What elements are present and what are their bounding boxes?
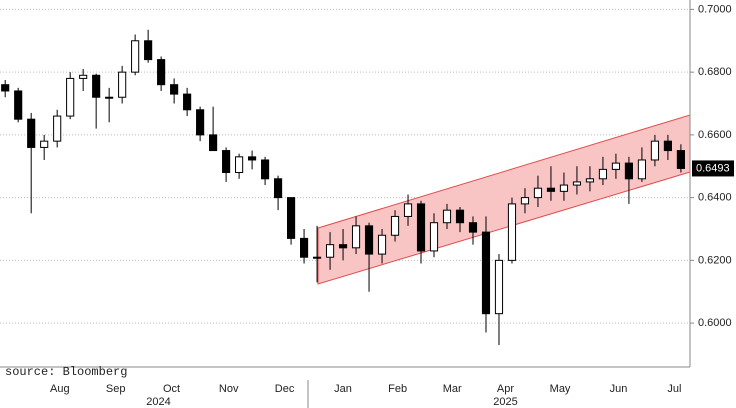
candle-body <box>481 231 491 315</box>
candle-body <box>390 215 400 236</box>
candle-body <box>14 90 23 120</box>
candle-body <box>507 203 517 261</box>
candle-body <box>455 209 465 224</box>
x-tick-label: Dec <box>275 383 295 395</box>
x-tick-label: Nov <box>219 383 239 395</box>
candle-body <box>170 84 179 95</box>
candle-body <box>235 156 244 174</box>
candle-body <box>66 77 75 117</box>
candle-body <box>248 156 257 161</box>
x-tick-label: May <box>550 383 571 395</box>
candle-body <box>572 181 582 186</box>
candle-body <box>222 150 231 174</box>
y-tick-label: 0.6800 <box>698 66 732 78</box>
x-tick-label: Jul <box>667 383 681 395</box>
last-price-label: 0.6493 <box>696 162 730 174</box>
candle-body <box>624 162 633 180</box>
x-tick-label: Sep <box>106 383 126 395</box>
candle-body <box>520 197 530 205</box>
candle-body <box>79 74 88 79</box>
candle-body <box>403 203 413 217</box>
candle-body <box>611 162 621 170</box>
candle-body <box>299 237 309 258</box>
y-tick-label: 0.6000 <box>698 317 732 329</box>
candle-body <box>261 159 270 180</box>
candle-body <box>663 140 672 152</box>
candle-body <box>416 203 426 252</box>
x-tick-label: Jan <box>334 383 352 395</box>
y-tick-label: 0.6600 <box>698 129 732 141</box>
candle-body <box>287 197 296 239</box>
x-tick-label: Mar <box>443 383 462 395</box>
candle-body <box>196 109 205 136</box>
candle-body <box>533 187 543 199</box>
candle-body <box>338 244 348 249</box>
candle-body <box>429 222 439 252</box>
candle-body <box>157 59 166 86</box>
candle-body <box>312 256 322 259</box>
candle-body <box>118 71 127 98</box>
trend-channel <box>317 114 691 285</box>
candle-body <box>546 187 556 192</box>
candle-body <box>598 168 608 180</box>
y-tick-label: 0.6200 <box>698 254 732 266</box>
candle-body <box>442 209 452 224</box>
candle-body <box>40 140 49 148</box>
candle-body <box>325 244 335 258</box>
candle-body <box>209 134 218 152</box>
x-tick-label: Aug <box>50 383 70 395</box>
candle-body <box>351 225 361 249</box>
year-label: 2025 <box>493 396 517 408</box>
x-tick-label: Jun <box>610 383 628 395</box>
candle-body <box>1 84 10 92</box>
candle-body <box>637 159 646 180</box>
candle-body <box>53 115 62 142</box>
candle-body <box>144 40 153 61</box>
x-tick-label: Oct <box>163 383 180 395</box>
y-tick-label: 0.7000 <box>698 3 732 15</box>
source-note: source: Bloomberg <box>5 365 127 379</box>
last-price-box <box>692 160 734 177</box>
candle-body <box>92 74 101 98</box>
candle-body <box>494 259 504 315</box>
candle-body <box>377 234 387 255</box>
candle-body <box>105 96 114 99</box>
candle-body <box>274 178 283 199</box>
candle-body <box>676 150 685 169</box>
candle-body <box>183 93 192 111</box>
x-tick-label: Apr <box>497 383 514 395</box>
candle-body <box>27 118 36 148</box>
candle-body <box>585 178 595 183</box>
candle-body <box>131 40 140 73</box>
candle-body <box>559 184 569 192</box>
candle-body <box>364 225 374 255</box>
y-tick-label: 0.6400 <box>698 192 732 204</box>
candle-body <box>468 222 478 233</box>
x-tick-label: Feb <box>388 383 407 395</box>
year-label: 2024 <box>146 396 170 408</box>
candle-body <box>650 140 659 161</box>
